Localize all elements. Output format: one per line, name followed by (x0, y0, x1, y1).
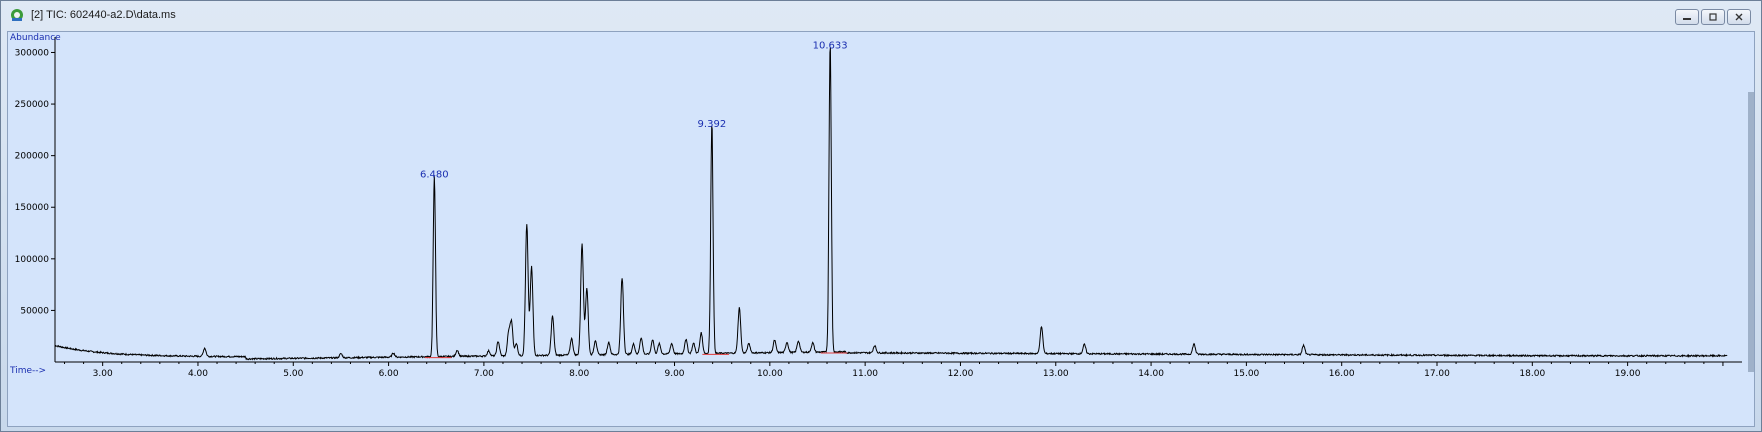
x-tick-label: 11.00 (852, 369, 878, 379)
x-tick-label: 17.00 (1424, 369, 1450, 379)
peak-labels: 6.480 9.392 10.633 (420, 40, 848, 180)
x-tick-label: 18.00 (1519, 369, 1545, 379)
y-tick-label: 300000 (15, 48, 50, 58)
close-icon (1735, 13, 1743, 21)
restore-button[interactable] (1701, 9, 1725, 25)
y-tick-label: 50000 (20, 306, 49, 316)
window-title: [2] TIC: 602440-a2.D\data.ms (31, 9, 176, 21)
x-tick-label: 5.00 (283, 369, 303, 379)
x-tick-label: 14.00 (1138, 369, 1164, 379)
x-tick-label: 13.00 (1043, 369, 1069, 379)
x-tick-label: 7.00 (474, 369, 494, 379)
app-icon (11, 9, 23, 21)
y-axis: 50000 100000 150000 200000 250000 300000 (15, 37, 56, 362)
minimize-button[interactable] (1675, 9, 1699, 25)
window-controls (1675, 9, 1751, 25)
baseline-marks (424, 352, 848, 359)
x-tick-label: 15.00 (1234, 369, 1260, 379)
close-button[interactable] (1727, 9, 1751, 25)
y-axis-label: Abundance (10, 33, 61, 43)
minimize-icon (1683, 18, 1691, 20)
peak-label: 9.392 (698, 119, 727, 130)
y-tick-label: 200000 (15, 152, 50, 162)
chromatogram-chart: 50000 100000 150000 200000 250000 300000 3.00… (9, 33, 1742, 379)
x-tick-label: 3.00 (93, 369, 113, 379)
peak-label: 6.480 (420, 169, 449, 180)
x-tick-label: 10.00 (757, 369, 783, 379)
chart-area: 50000 100000 150000 200000 250000 300000 3.00… (7, 31, 1755, 427)
scroll-strip[interactable] (1748, 92, 1754, 372)
x-tick-label: 12.00 (948, 369, 974, 379)
x-tick-label: 19.00 (1615, 369, 1641, 379)
x-tick-label: 8.00 (569, 369, 589, 379)
x-axis: 3.00 4.00 5.00 6.00 7.00 8.00 9.00 10.00 11.00 12… (55, 361, 1742, 379)
x-tick-label: 9.00 (664, 369, 684, 379)
title-bar[interactable]: [2] TIC: 602440-a2.D\data.ms (1, 1, 1761, 29)
restore-icon (1709, 13, 1717, 21)
peak-label: 10.633 (813, 40, 848, 51)
x-axis-label: Time--> (9, 366, 46, 376)
tic-trace (55, 47, 1728, 361)
y-tick-label: 150000 (15, 203, 50, 213)
x-tick-label: 4.00 (188, 369, 208, 379)
y-tick-label: 100000 (15, 255, 50, 265)
y-tick-label: 250000 (15, 100, 50, 110)
x-tick-label: 16.00 (1329, 369, 1355, 379)
x-tick-label: 6.00 (379, 369, 399, 379)
